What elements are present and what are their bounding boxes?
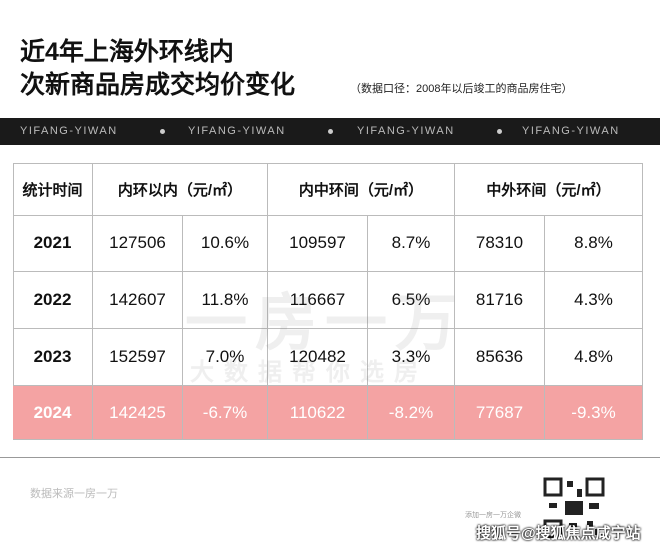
divider bbox=[0, 457, 660, 458]
table-cell: 127506 bbox=[93, 215, 183, 272]
table-cell: 3.3% bbox=[368, 329, 455, 386]
table-cell: 8.7% bbox=[368, 215, 455, 272]
table-cell: 2023 bbox=[13, 329, 93, 386]
table-cell: 10.6% bbox=[183, 215, 268, 272]
title-line: 次新商品房成交均价变化 bbox=[20, 71, 296, 99]
table-cell: 152597 bbox=[93, 329, 183, 386]
table-cell: 6.5% bbox=[368, 272, 455, 329]
table-cell: 77687 bbox=[455, 386, 545, 440]
table-cell: 2024 bbox=[13, 386, 93, 440]
table-cell: 120482 bbox=[268, 329, 368, 386]
banner-text: YIFANG-YIWAN bbox=[188, 125, 286, 137]
title-line: 近4年上海外环线内 bbox=[20, 38, 234, 66]
header-cell: 中外环间（元/㎡） bbox=[455, 163, 643, 216]
table-cell: 142607 bbox=[93, 272, 183, 329]
table-cell: 81716 bbox=[455, 272, 545, 329]
table-cell: 109597 bbox=[268, 215, 368, 272]
banner-text: YIFANG-YIWAN bbox=[522, 125, 620, 137]
table-cell: 8.8% bbox=[545, 215, 643, 272]
watermark-sub: 大数据帮你选房 bbox=[190, 359, 428, 386]
table-cell: -6.7% bbox=[183, 386, 268, 440]
table-cell: 2021 bbox=[13, 215, 93, 272]
qr-caption: 添加一房一万企微 bbox=[465, 512, 521, 519]
credit: 搜狐号@搜狐焦点咸宁站 bbox=[476, 525, 641, 542]
banner-dot bbox=[328, 129, 333, 134]
table-cell: 7.0% bbox=[183, 329, 268, 386]
table-cell: 2022 bbox=[13, 272, 93, 329]
note: （数据口径：2008年以后竣工的商品房住宅） bbox=[350, 83, 573, 95]
banner: YIFANG-YIWAN YIFANG-YIWAN YIFANG-YIWAN YIFA… bbox=[0, 118, 660, 145]
table-cell: 116667 bbox=[268, 272, 368, 329]
table-cell: 142425 bbox=[93, 386, 183, 440]
source: 数据来源一房一万 bbox=[30, 488, 118, 500]
table-cell: 4.8% bbox=[545, 329, 643, 386]
table-cell: -9.3% bbox=[545, 386, 643, 440]
banner-text: YIFANG-YIWAN bbox=[20, 125, 118, 137]
table-cell: 4.3% bbox=[545, 272, 643, 329]
header-cell: 内环以内（元/㎡） bbox=[93, 163, 268, 216]
table-cell: 110622 bbox=[268, 386, 368, 440]
table-cell: 11.8% bbox=[183, 272, 268, 329]
banner-text: YIFANG-YIWAN bbox=[357, 125, 455, 137]
header-cell: 统计时间 bbox=[13, 163, 93, 216]
header-cell: 内中环间（元/㎡） bbox=[268, 163, 455, 216]
banner-dot bbox=[160, 129, 165, 134]
watermark: 一房一万 bbox=[185, 289, 466, 358]
table-cell: 85636 bbox=[455, 329, 545, 386]
banner-dot bbox=[497, 129, 502, 134]
table: 统计时间 内环以内（元/㎡） 内中环间（元/㎡） 中外环间（元/㎡） 2021 12750… bbox=[13, 163, 643, 440]
table-cell: -8.2% bbox=[368, 386, 455, 440]
table-cell: 78310 bbox=[455, 215, 545, 272]
qr-code bbox=[543, 477, 605, 539]
